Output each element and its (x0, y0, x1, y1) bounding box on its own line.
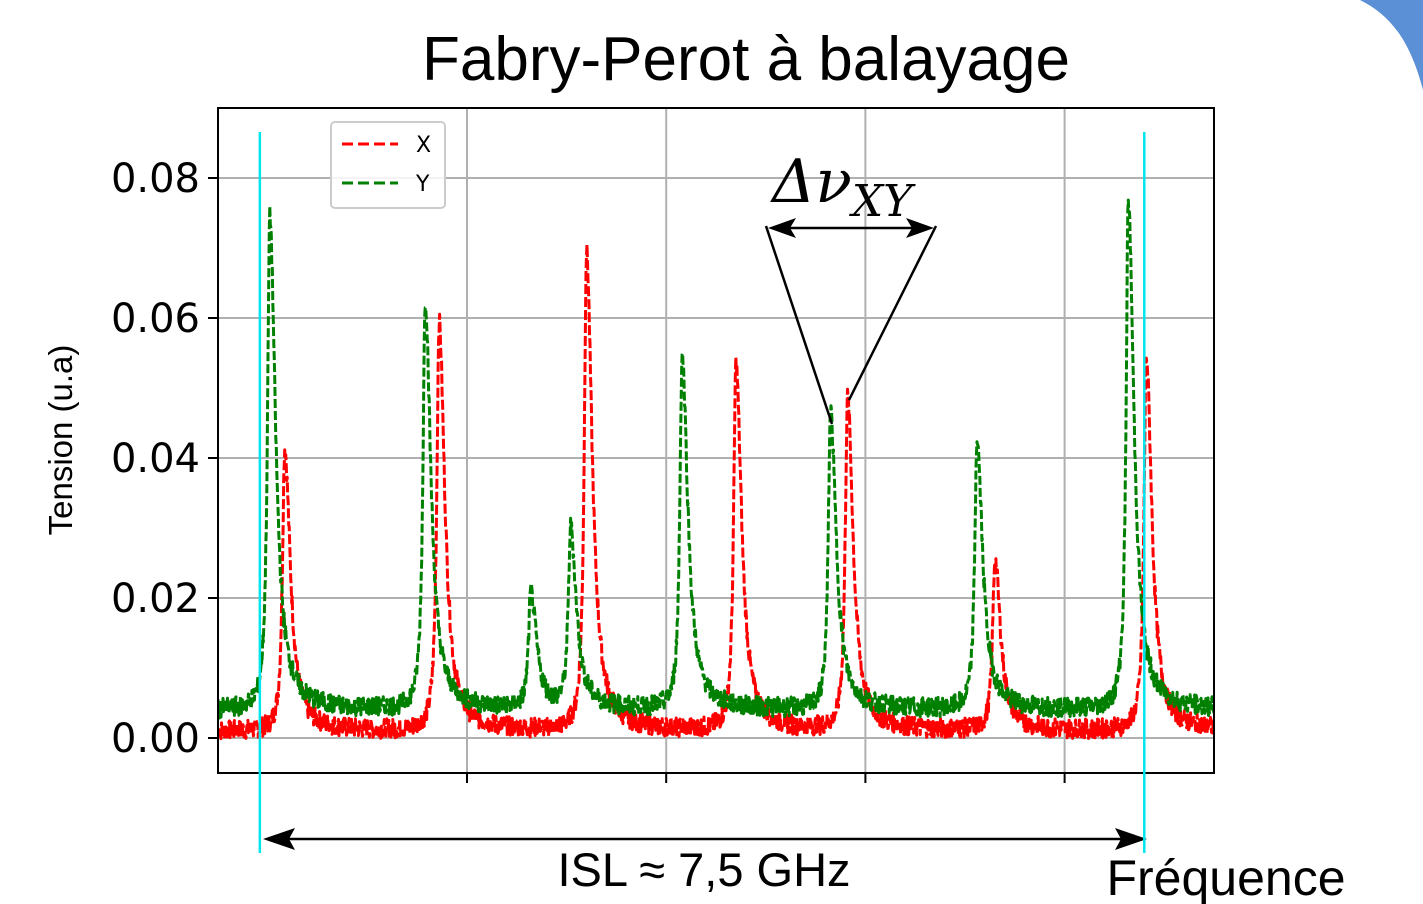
y-tick-label: 0.06 (111, 296, 200, 342)
delta-pointer-right (847, 225, 938, 401)
delta-pointer-left (764, 225, 834, 425)
delta-annotation: ΔνXY (764, 147, 938, 425)
delta-arrow-head-left (768, 218, 796, 238)
isl-arrow-head-right (1115, 828, 1147, 850)
y-tick-label: 0.08 (111, 156, 200, 202)
corner-decoration (1360, 0, 1423, 90)
delta-symbol: ΔνXY (770, 147, 916, 227)
x-ticks (466, 773, 1066, 783)
y-tick-label: 0.00 (111, 716, 200, 762)
grid (218, 108, 1214, 773)
chart-title: Fabry-Perot à balayage (422, 25, 1070, 94)
y-ticks: 0.00 0.02 0.04 0.06 0.08 (111, 156, 218, 762)
x-axis-label: Fréquence (1106, 850, 1345, 904)
series-line-y (218, 198, 1214, 720)
delta-arrow-head-right (906, 218, 934, 238)
legend: X Y (330, 121, 446, 209)
marker-lines (258, 132, 1146, 853)
y-tick-label: 0.04 (111, 436, 200, 482)
isl-label: ISL ≈ 7,5 GHz (557, 843, 850, 896)
legend-label-x: X (416, 133, 431, 158)
plot-frame (217, 107, 1215, 774)
legend-label-y: Y (415, 172, 430, 197)
isl-annotation: ISL ≈ 7,5 GHz (263, 828, 1147, 896)
y-tick-label: 0.02 (111, 576, 200, 622)
series-layer (218, 198, 1214, 741)
series-line-x (218, 243, 1214, 741)
y-axis-label: Tension (u.a) (42, 345, 79, 536)
isl-arrow-head-left (263, 828, 295, 850)
